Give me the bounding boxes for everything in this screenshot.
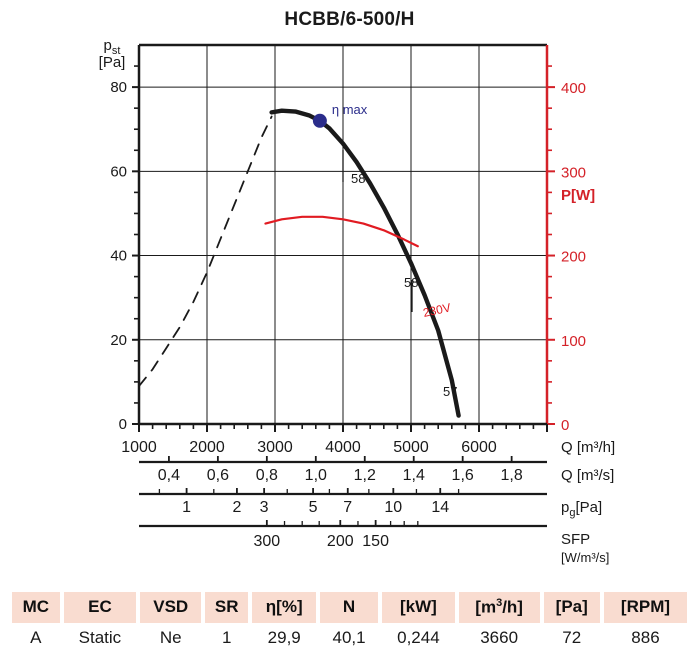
table-cell-5: 40,1: [320, 624, 379, 651]
table-header-cell-7: [m3/h]: [458, 592, 540, 623]
y-axis-tick-label: 60: [110, 163, 127, 180]
table-header-cell-5: N: [320, 592, 379, 623]
fan-performance-chart: 0 20 40 60 80 pst[Pa] 0 100 200 300 400 P[W] 1000 200…: [99, 37, 616, 565]
table-header-cell-4: η[%]: [252, 592, 317, 623]
y-right-tick-label: 0: [561, 417, 569, 434]
x-axis-tick-label: 4000: [325, 439, 361, 456]
x-sfp-tick-label: 300: [253, 533, 280, 550]
x-secondary-tick-label: 0,6: [207, 467, 229, 484]
table-cell-6: 0,244: [382, 624, 455, 651]
table-header-row: MC EC VSD SR η[%] N [kW] [m3/h] [Pa] [RPM]: [12, 592, 687, 623]
x-pg-tick-label: 10: [384, 499, 402, 516]
x-axis-tick-label: 3000: [257, 439, 293, 456]
table-row: A Static Ne 1 29,9 40,1 0,244 3660 72 886: [12, 624, 687, 651]
y-right-tick-label: 200: [561, 249, 586, 266]
y-axis-right-title: P[W]: [561, 187, 595, 204]
table-cell-1: Static: [63, 624, 137, 651]
x-pg-tick-label: 3: [260, 499, 269, 516]
y-right-tick-label: 100: [561, 333, 586, 350]
x-pg-tick-label: 7: [343, 499, 352, 516]
x-secondary-tick-label: 1,2: [354, 467, 376, 484]
x-axis-tick-label: 6000: [461, 439, 497, 456]
table-header-cell-9: [RPM]: [603, 592, 687, 623]
table-cell-9: 886: [603, 624, 687, 651]
table-header-cell-1: EC: [63, 592, 137, 623]
x-axis-sfp-unit: [W/m³/s]: [561, 550, 609, 565]
table-header-cell-2: VSD: [140, 592, 202, 623]
x-pg-tick-label: 2: [232, 499, 241, 516]
table-header-cell-3: SR: [205, 592, 249, 623]
y-axis-left-title: pst[Pa]: [99, 37, 126, 71]
x-axis-primary-title: Q [m³/h]: [561, 439, 615, 456]
annotation-blade-lower: 57: [443, 384, 457, 399]
page-title: HCBB/6-500/H: [284, 9, 415, 30]
table-header-cell-8: [Pa]: [543, 592, 600, 623]
annotation-blade-upper: 58: [351, 171, 365, 186]
curve-pressure-dashed: [138, 115, 273, 387]
y-axis-tick-label: 80: [110, 79, 127, 96]
x-secondary-tick-label: 1,6: [452, 467, 474, 484]
y-right-tick-label: 300: [561, 164, 586, 181]
y-axis-tick-label: 40: [110, 248, 127, 265]
table-cell-4: 29,9: [252, 624, 317, 651]
table-body: A Static Ne 1 29,9 40,1 0,244 3660 72 886: [12, 624, 687, 651]
svg-text:[Pa]: [Pa]: [99, 54, 126, 71]
x-pg-tick-label: 14: [431, 499, 449, 516]
table-header-cell-0: MC: [12, 592, 60, 623]
x-axis-tick-label: 2000: [189, 439, 225, 456]
y-axis-tick-label: 0: [119, 416, 127, 433]
annotation-voltage: 230V: [422, 300, 452, 320]
annotation-eta-max: η max: [332, 102, 368, 117]
specification-table: MC EC VSD SR η[%] N [kW] [m3/h] [Pa] [RPM] A Stati…: [8, 590, 691, 653]
table-cell-7: 3660: [458, 624, 540, 651]
x-sfp-tick-label: 150: [362, 533, 389, 550]
y-axis-tick-label: 20: [110, 332, 127, 349]
x-secondary-tick-label: 0,8: [256, 467, 278, 484]
eta-max-marker: [312, 113, 327, 128]
x-sfp-tick-label: 200: [327, 533, 354, 550]
x-secondary-tick-label: 1,4: [403, 467, 425, 484]
annotation-blade-mid: 58: [404, 275, 418, 290]
x-pg-tick-label: 1: [182, 499, 191, 516]
x-axis-sfp-title: SFP: [561, 531, 590, 548]
table-cell-0: A: [12, 624, 60, 651]
x-axis-tick-label: 1000: [121, 439, 157, 456]
x-secondary-tick-label: 1,8: [501, 467, 523, 484]
table-cell-2: Ne: [140, 624, 202, 651]
x-pg-tick-label: 5: [309, 499, 318, 516]
table-cell-3: 1: [205, 624, 249, 651]
y-right-tick-label: 400: [561, 80, 586, 97]
x-axis-tick-label: 5000: [393, 439, 429, 456]
x-secondary-tick-label: 0,4: [158, 467, 180, 484]
x-axis-secondary-title: Q [m³/s]: [561, 467, 614, 484]
curve-power: [264, 215, 419, 248]
curve-pressure-solid: [269, 108, 461, 418]
x-axis-pg-title: pg[Pa]: [561, 499, 602, 519]
table-header-cell-6: [kW]: [382, 592, 455, 623]
x-secondary-tick-label: 1,0: [305, 467, 327, 484]
table-cell-8: 72: [543, 624, 600, 651]
